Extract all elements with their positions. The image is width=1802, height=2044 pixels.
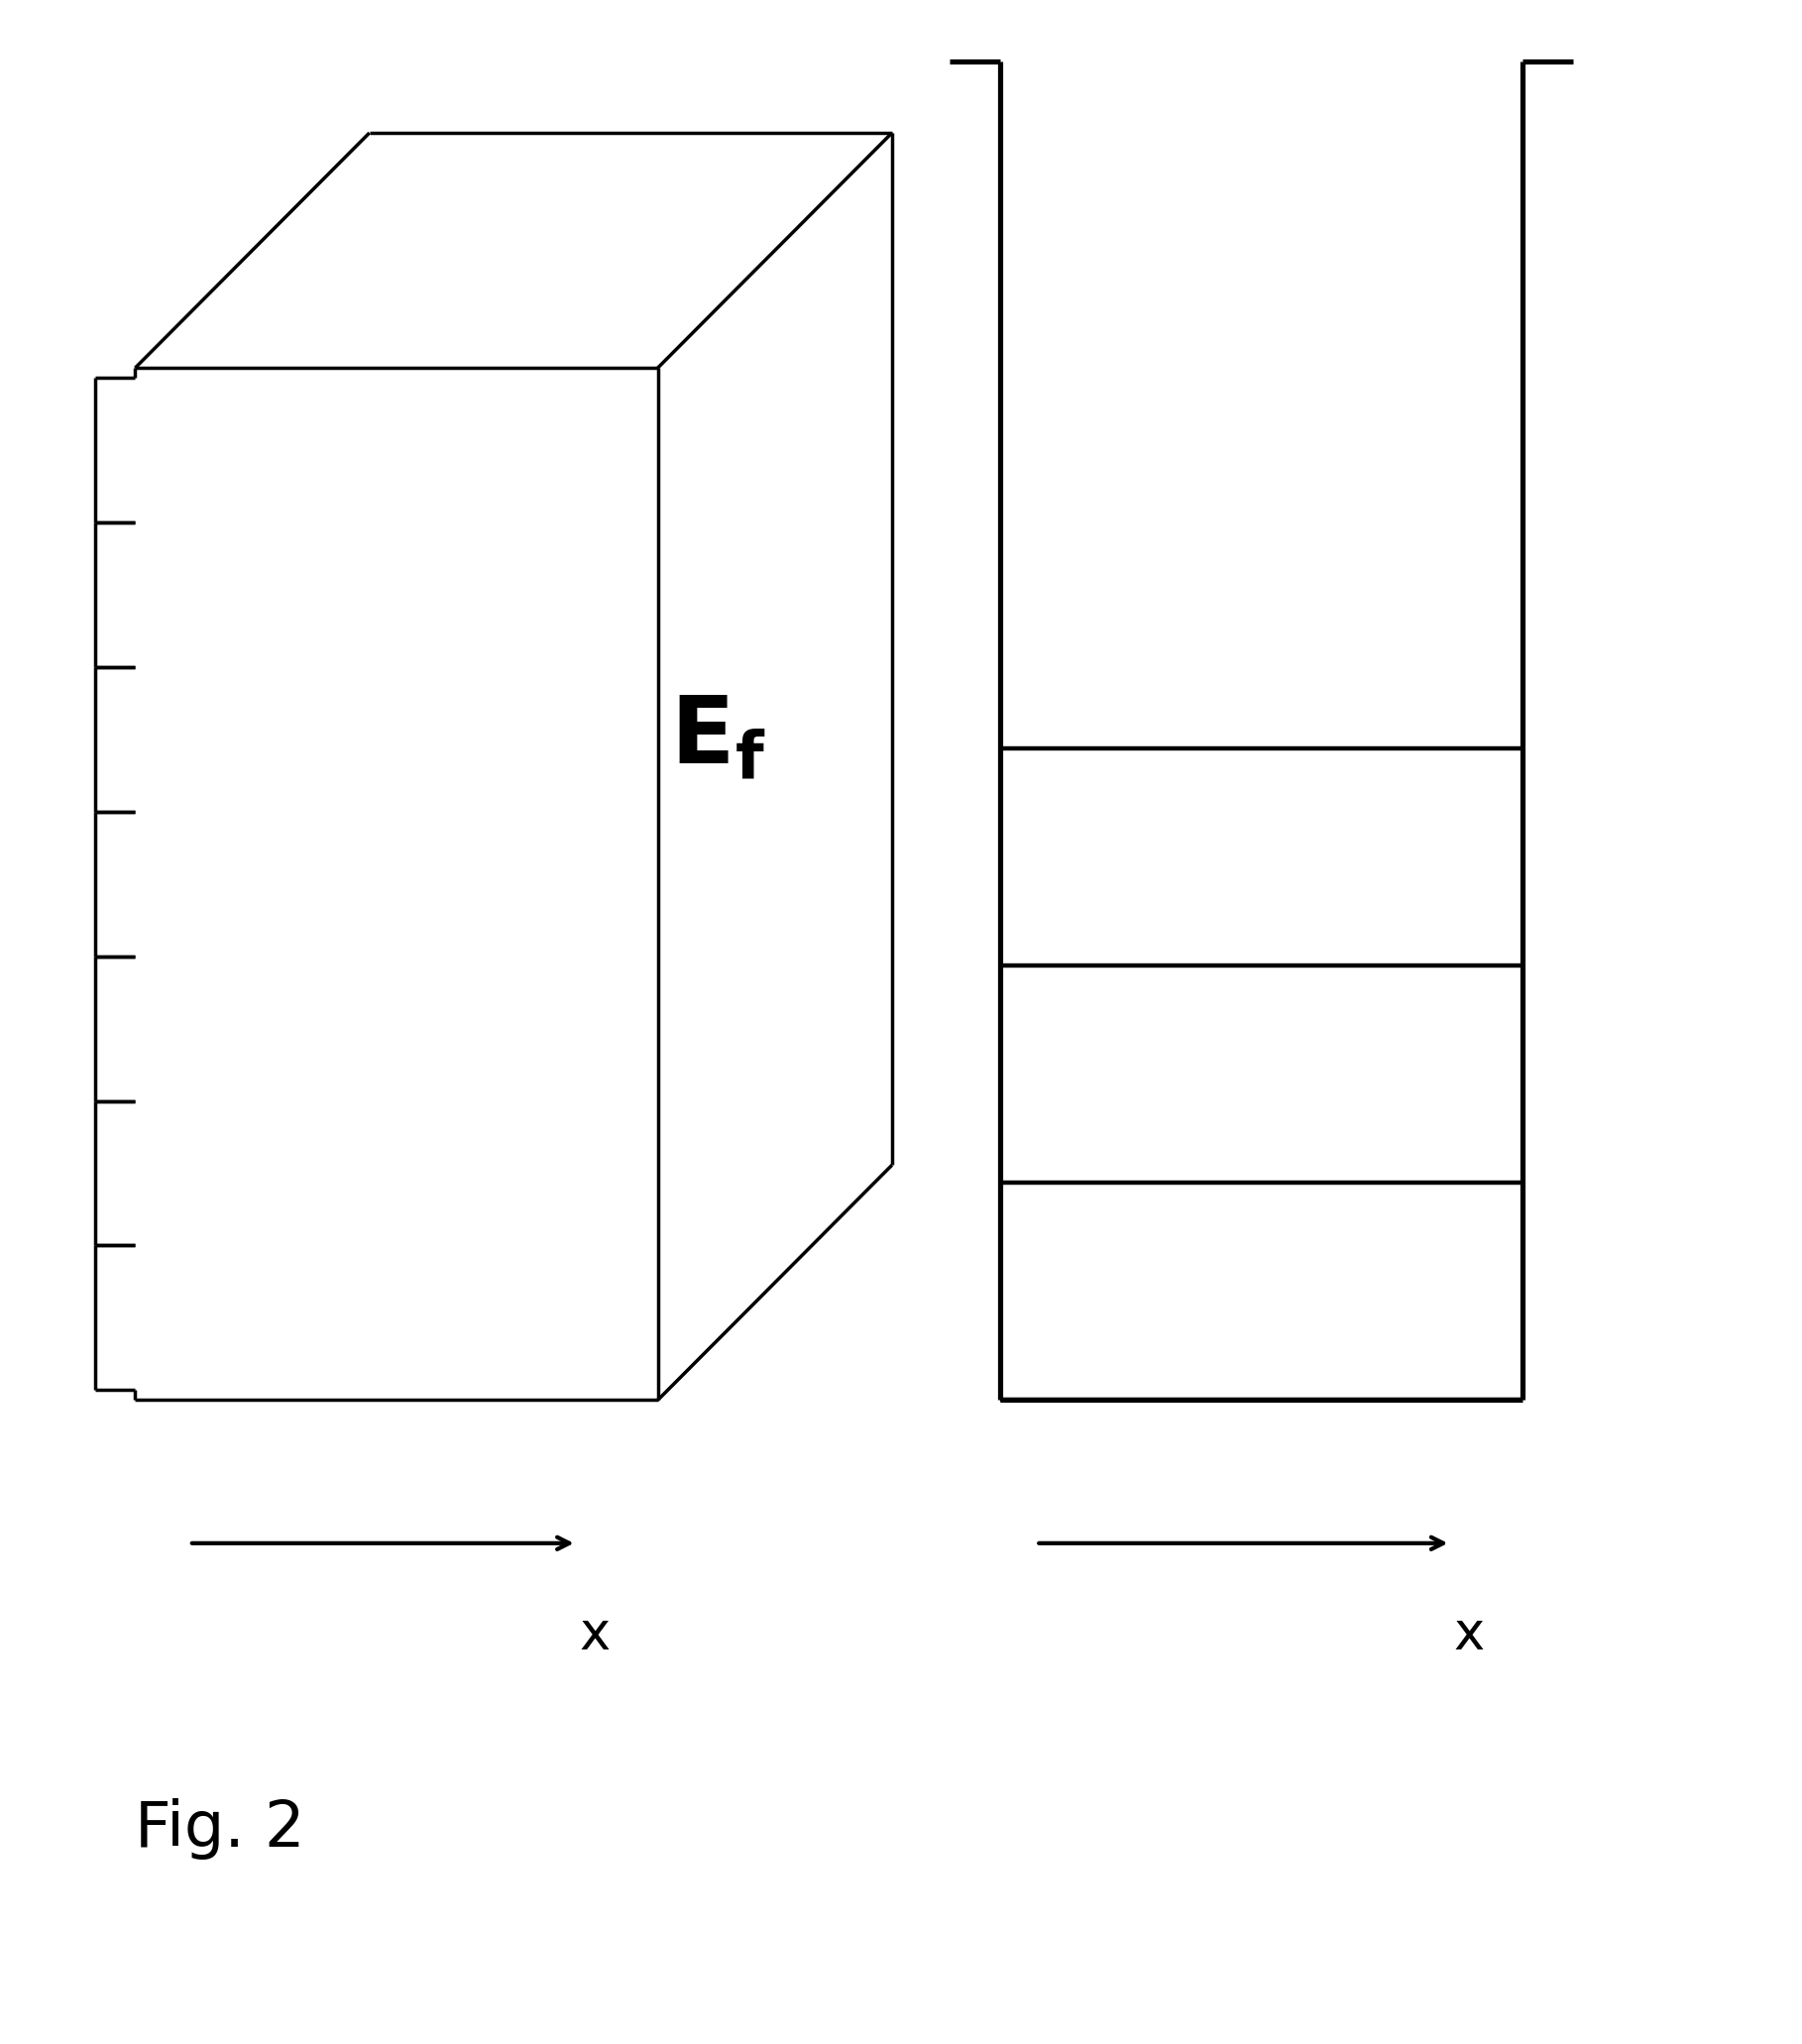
Text: x: x [578,1609,611,1660]
Text: Fig. 2: Fig. 2 [135,1799,305,1860]
Text: $\mathbf{E}_{\mathbf{f}}$: $\mathbf{E}_{\mathbf{f}}$ [670,693,766,785]
Text: x: x [1452,1609,1485,1660]
